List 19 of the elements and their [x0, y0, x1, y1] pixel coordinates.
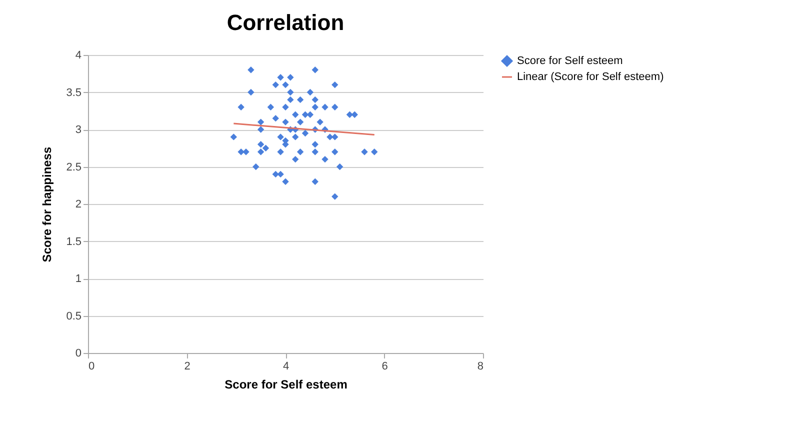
- legend-label: Linear (Score for Self esteem): [517, 71, 664, 83]
- y-tick-label: 1: [75, 273, 82, 285]
- y-tick-label: 2.5: [66, 161, 82, 174]
- y-tick-label: 4: [75, 50, 82, 62]
- y-tick-label: 3.5: [66, 86, 82, 99]
- x-tick-label: 6: [382, 360, 388, 372]
- y-axis-title: Score for happiness: [40, 146, 54, 262]
- x-axis-title: Score for Self esteem: [224, 378, 348, 392]
- y-tick-label: 2: [75, 198, 82, 210]
- y-tick-label: 1.5: [66, 236, 82, 248]
- legend-label: Score for Self esteem: [517, 55, 623, 67]
- x-tick-label: 8: [477, 360, 484, 372]
- y-tick-label: 3: [75, 124, 82, 136]
- y-tick-label: 0.5: [66, 310, 82, 322]
- x-tick-label: 0: [88, 360, 95, 372]
- x-tick-label: 4: [282, 360, 290, 372]
- chart-title: Correlation: [226, 10, 344, 35]
- x-tick-label: 2: [184, 360, 190, 372]
- y-tick-label: 0: [75, 348, 82, 360]
